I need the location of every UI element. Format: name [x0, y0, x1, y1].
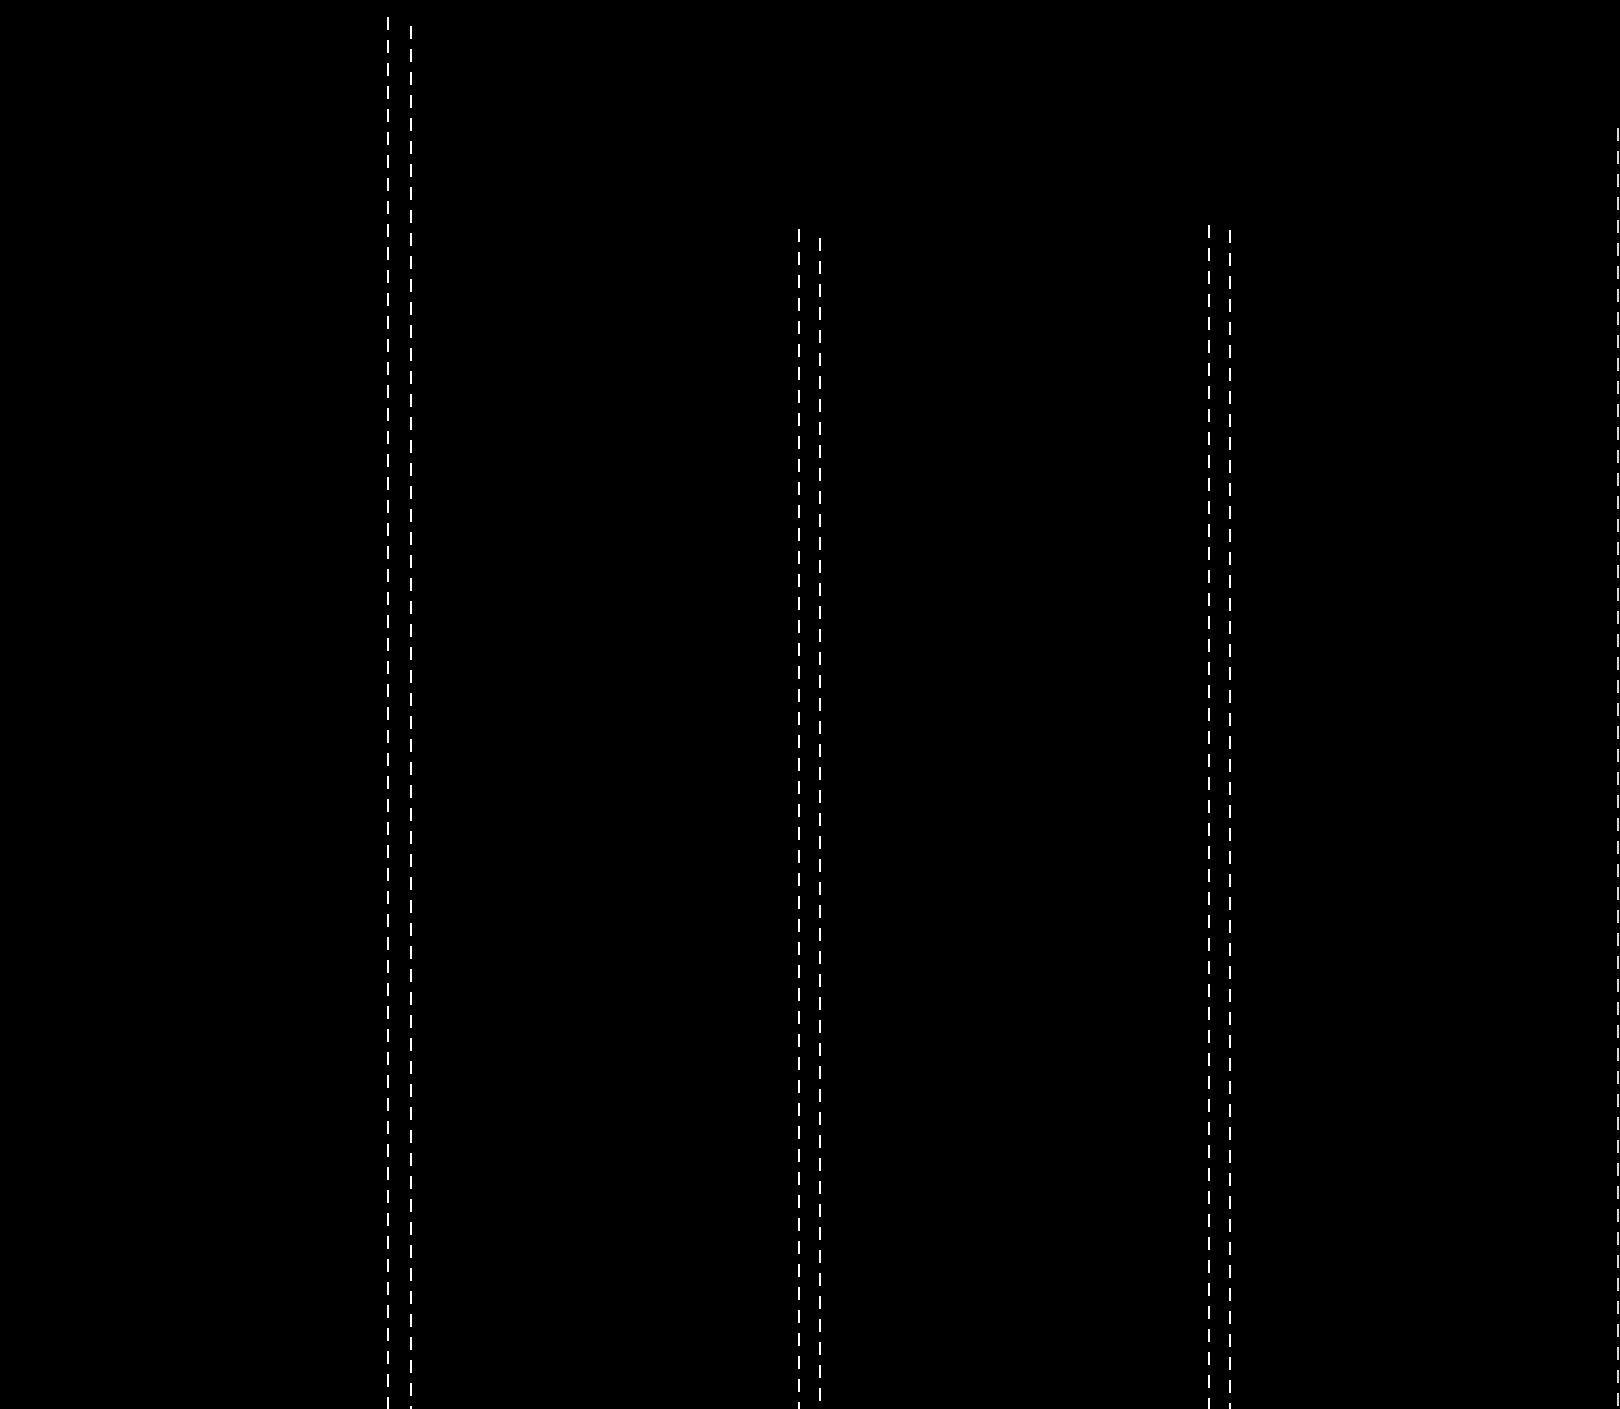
vertical-rule-2a [798, 229, 800, 1409]
vertical-rule-1a [387, 17, 389, 1409]
vertical-rule-2b [819, 238, 821, 1409]
vertical-rule-3a [1208, 225, 1210, 1409]
vertical-rule-3b [1229, 230, 1231, 1409]
vertical-rule-1b [410, 26, 412, 1409]
vertical-rule-4a [1617, 128, 1619, 1409]
